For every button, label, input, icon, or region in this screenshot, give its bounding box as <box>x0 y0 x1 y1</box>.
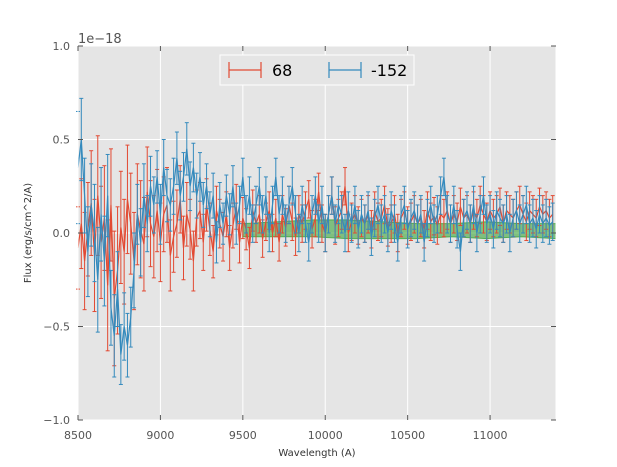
series-line <box>77 139 554 355</box>
y-tick-label: 1.0 <box>53 40 71 53</box>
legend-marker <box>328 62 362 78</box>
x-tick-label: 9000 <box>146 429 174 442</box>
legend-entry-1: -152 <box>328 61 407 80</box>
y-tick-label: 0.0 <box>53 227 71 240</box>
x-tick-label: 11000 <box>473 429 508 442</box>
x-tick-label: 9500 <box>229 429 257 442</box>
y-tick-label: 0.5 <box>53 134 71 147</box>
legend-entry-0: 68 <box>228 61 292 80</box>
legend-marker <box>228 62 262 78</box>
y-tick-label: −0.5 <box>43 321 70 334</box>
y-offset-label: 1e−18 <box>78 32 122 47</box>
y-axis-label: Flux (erg/s/cm^2/A) <box>23 183 34 283</box>
y-tick-label: −1.0 <box>43 414 70 427</box>
legend-label: 68 <box>272 61 292 80</box>
x-tick-label: 8500 <box>64 429 92 442</box>
axis-ticks: 8500 9000 9500 10000 10500 11000 −1.0 −0.5 0.0 0.… <box>43 40 556 442</box>
x-tick-label: 10000 <box>308 429 343 442</box>
legend: 68 -152 <box>219 54 415 86</box>
x-tick-label: 10500 <box>390 429 425 442</box>
legend-label: -152 <box>371 61 407 80</box>
x-axis-label: Wavelength (A) <box>278 448 355 459</box>
